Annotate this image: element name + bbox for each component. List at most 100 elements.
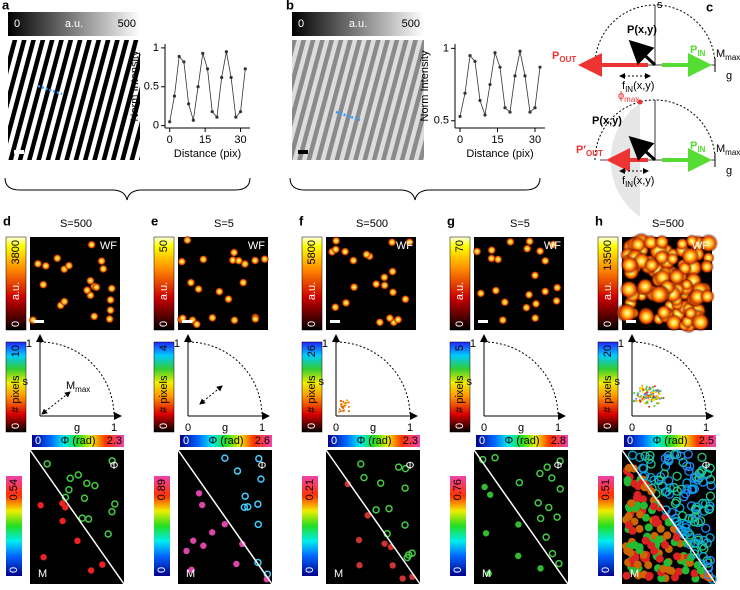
colorbar xyxy=(476,435,568,447)
label-main: P xyxy=(690,44,697,56)
x-tick-label: 15 xyxy=(491,134,503,146)
emitter xyxy=(555,559,563,568)
emitter xyxy=(348,256,358,266)
emitter xyxy=(542,533,550,541)
colorbar-label: 0 xyxy=(158,423,170,429)
emitter xyxy=(543,463,551,471)
emitter xyxy=(668,268,685,285)
emitter xyxy=(403,553,412,562)
m-label: M xyxy=(630,568,639,580)
emitter xyxy=(540,286,550,296)
emitter xyxy=(230,315,240,325)
colorbar-label: a.u. xyxy=(158,282,170,300)
colorbar-label: 13500 xyxy=(602,240,614,271)
colorbar-label: 0 xyxy=(331,435,337,447)
pixel-cluster xyxy=(636,510,645,519)
colorbar-label: 0 xyxy=(158,321,170,327)
emitter xyxy=(357,460,365,468)
p-arrow xyxy=(628,135,657,162)
label-sub: OUT xyxy=(586,149,603,158)
y-axis-label: Norm Intensity xyxy=(129,50,141,121)
p-in-label: PIN xyxy=(690,140,706,154)
point xyxy=(503,106,507,110)
phasor-cloud xyxy=(659,389,662,392)
emitter xyxy=(200,542,207,549)
scale-bar xyxy=(478,320,488,323)
emitter xyxy=(364,512,371,519)
emitter xyxy=(654,234,670,250)
colorbar xyxy=(301,341,323,433)
phasor-cloud xyxy=(345,401,348,404)
phasor-tick-label: 0 xyxy=(333,422,339,434)
emitter xyxy=(522,244,532,254)
phasor-tick-label: 1 xyxy=(407,422,413,434)
phasor-cloud xyxy=(646,400,649,403)
pixel-cluster xyxy=(696,516,706,526)
pixel-cluster xyxy=(647,541,656,550)
wf-label: WF xyxy=(692,240,709,252)
emitter xyxy=(498,315,508,325)
diagonal xyxy=(473,449,569,585)
scale-bar xyxy=(330,320,340,323)
phasor-cloud xyxy=(639,387,642,390)
pixel-cluster xyxy=(633,490,642,499)
emitter xyxy=(521,303,531,313)
emitter xyxy=(341,298,351,308)
colorbar-label: 0.51 xyxy=(600,479,612,500)
phasor-cloud xyxy=(642,388,645,391)
emitter xyxy=(389,562,396,569)
phasor-cloud xyxy=(648,387,651,390)
colorbar-label: 500 xyxy=(402,18,420,30)
pixel-cluster xyxy=(663,558,672,567)
point xyxy=(172,94,177,98)
colorbar-label: # pixels xyxy=(10,375,22,413)
phasor-cloud xyxy=(347,410,350,413)
pixel-cluster xyxy=(635,452,645,463)
emitter xyxy=(656,304,672,321)
label-sub: max xyxy=(725,53,740,62)
mmax-label: Mmax xyxy=(66,380,90,394)
s-label: s xyxy=(23,376,29,388)
phasor-cloud xyxy=(346,399,349,402)
pixel-cluster xyxy=(644,572,653,581)
emitter xyxy=(385,504,393,513)
phasor-cloud xyxy=(347,405,350,408)
f-in-label: fIN(x,y) xyxy=(622,175,654,189)
colorbar-label: Φ (rad) xyxy=(652,435,687,447)
g-label: g xyxy=(518,422,524,434)
colorbar-label: 0 xyxy=(602,321,614,327)
point xyxy=(478,98,482,103)
phasor-tick-label: 1 xyxy=(322,338,328,350)
colorbar-label: 0 xyxy=(454,423,466,429)
phasor-cloud xyxy=(641,399,644,402)
emitter xyxy=(349,282,359,292)
emitter xyxy=(525,236,535,246)
phasor-cloud xyxy=(645,396,648,399)
phasor-tick-label: 1 xyxy=(174,338,180,350)
colorbar xyxy=(5,341,27,433)
emitter xyxy=(379,272,389,282)
pixel-cluster xyxy=(623,546,632,555)
pixel-cluster xyxy=(693,535,703,545)
emitter xyxy=(183,547,190,555)
emitter xyxy=(221,521,228,528)
f-in-label: fIN(x,y) xyxy=(622,80,654,94)
emitter xyxy=(380,280,390,290)
emitter xyxy=(537,565,544,572)
mmax-label: Mmax xyxy=(716,48,740,62)
phasor-tick-label: 0 xyxy=(185,422,191,434)
colorbar-label: a.u. xyxy=(306,282,318,300)
label-main: M xyxy=(716,143,725,155)
m-label: M xyxy=(482,568,491,580)
phi-max-label: ϕmax xyxy=(618,90,639,104)
phasor-cloud xyxy=(653,398,656,401)
emitter xyxy=(84,515,93,523)
profile-line xyxy=(335,110,361,122)
pixel-cluster xyxy=(682,484,692,494)
label-main: M xyxy=(716,48,725,60)
colorbar-label: Φ (rad) xyxy=(356,435,391,447)
pixel-cluster xyxy=(698,552,708,562)
emitter xyxy=(194,284,204,294)
emitter xyxy=(43,460,51,468)
pixel-cluster xyxy=(694,468,705,479)
